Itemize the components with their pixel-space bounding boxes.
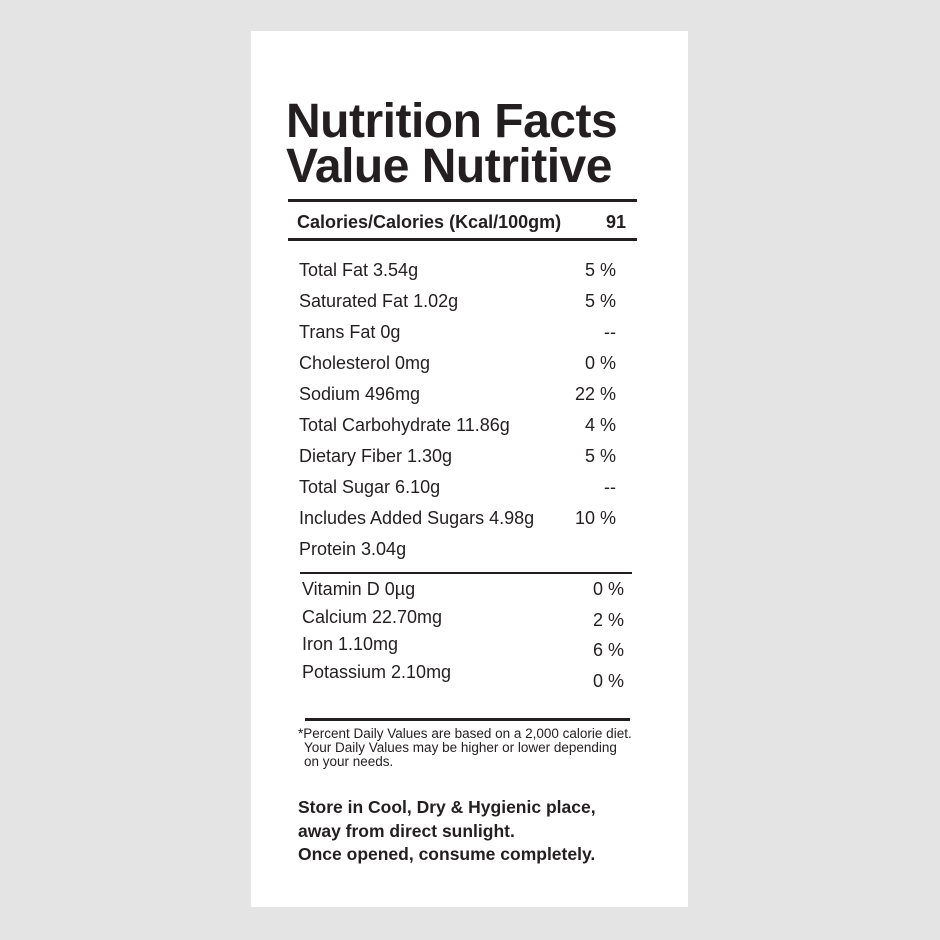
vitamin-dv: 6 %	[592, 640, 624, 661]
nutrient-name: Saturated Fat 1.02g	[299, 291, 459, 311]
nutrient-dv: 5 %	[584, 446, 616, 466]
vitamin-name: Calcium 22.70mg	[302, 606, 443, 627]
footnote: on your needs.	[304, 754, 394, 769]
vitamin-dv: 0 %	[592, 579, 624, 599]
vitamin-dv: 0 %	[592, 671, 624, 692]
label-card	[251, 31, 688, 907]
nutrient-name: Cholesterol 0mg	[299, 353, 431, 373]
storage-note: Once opened, consume completely.	[298, 844, 596, 864]
title: Value Nutritive	[286, 140, 612, 193]
nutrient-dv: --	[604, 322, 616, 342]
vitamin-dv: 2 %	[592, 609, 624, 630]
rule	[288, 199, 637, 202]
nutrient-dv: 5 %	[584, 260, 616, 280]
nutrient-name: Total Sugar 6.10g	[299, 477, 441, 497]
vitamin-name: Potassium 2.10mg	[302, 662, 452, 683]
nutrient-dv: 0 %	[584, 353, 616, 373]
rule	[300, 572, 632, 574]
vitamin-name: Vitamin D 0µg	[302, 579, 416, 599]
vitamin-name: Iron 1.10mg	[302, 634, 399, 655]
footnote: Your Daily Values may be higher or lower…	[304, 740, 617, 755]
nutrient-dv: 4 %	[584, 415, 616, 435]
nutrient-dv: 10 %	[574, 508, 616, 528]
nutrient-name: Protein 3.04g	[299, 539, 407, 559]
nutrient-dv: 22 %	[574, 384, 616, 404]
calories-label: Calories/Calories (Kcal/100gm)	[297, 212, 562, 232]
nutrient-dv: 5 %	[584, 291, 616, 311]
rule	[288, 238, 637, 241]
rule	[305, 718, 630, 721]
storage-note: Store in Cool, Dry & Hygienic place,	[298, 797, 596, 817]
nutrient-name: Trans Fat 0g	[299, 322, 401, 342]
nutrient-name: Total Carbohydrate 11.86g	[299, 415, 510, 435]
nutrient-name: Dietary Fiber 1.30g	[299, 446, 453, 466]
calories-value: 91	[605, 212, 626, 232]
title: Nutrition Facts	[286, 95, 618, 148]
nutrient-name: Sodium 496mg	[299, 384, 421, 404]
footnote: *Percent Daily Values are based on a 2,0…	[298, 726, 632, 741]
storage-note: away from direct sunlight.	[298, 820, 515, 841]
nutrient-name: Includes Added Sugars 4.98g	[299, 508, 535, 528]
nutrient-dv: --	[604, 477, 616, 497]
nutrient-name: Total Fat 3.54g	[299, 260, 419, 280]
